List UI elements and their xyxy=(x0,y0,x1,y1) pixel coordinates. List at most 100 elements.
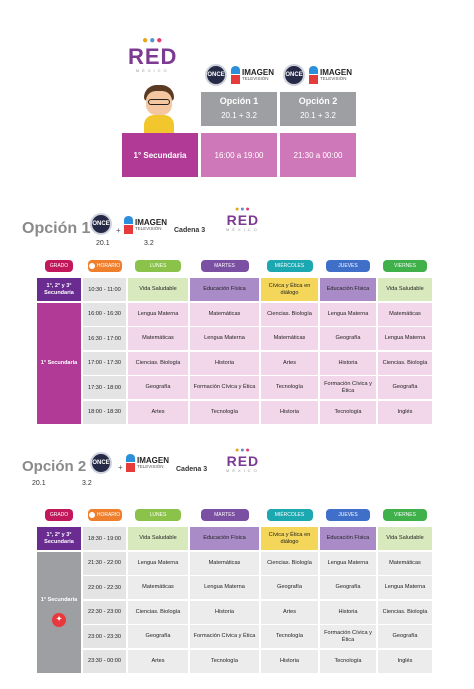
imagen-logo: IMAGEN TELEVISIÓN xyxy=(126,454,169,472)
option-1-time: 16:00 a 19:00 xyxy=(201,133,277,177)
column-header-label: JUEVES xyxy=(338,512,358,518)
red-logo-sub: MÉXICO xyxy=(226,468,260,473)
option-2-label: Opción 2 xyxy=(298,96,338,106)
subject-cell: Formación Cívica y Ética xyxy=(190,625,259,648)
section-1-logos: ONCE xyxy=(90,213,112,235)
subject-cell: Ciencias. Biología xyxy=(378,600,432,624)
column-header-horario: HORARIO xyxy=(87,509,122,521)
imagen-logo-line2: TELEVISIÓN xyxy=(242,75,269,81)
grade-block-cell: 1° Secundaria ✦ xyxy=(37,551,81,673)
once-logo: ONCE xyxy=(90,213,112,235)
time-cell: 17:00 - 17:30 xyxy=(83,351,126,375)
column-header-label: VIERNES xyxy=(394,263,416,269)
red-logo-dots: ●●● xyxy=(142,35,164,46)
once-logo: ONCE xyxy=(90,452,112,474)
subject-cell: Matemáticas xyxy=(190,551,259,575)
subject-cell: Historia xyxy=(190,600,259,624)
red-logo: ●●● RED MÉXICO xyxy=(128,35,178,74)
column-header-label: MARTES xyxy=(214,263,235,269)
time-cell: 22:00 - 22:30 xyxy=(83,576,126,599)
imagen-logo: IMAGEN TELEVISIÓN xyxy=(231,66,274,84)
time-cell: 21:30 - 22:00 xyxy=(83,551,126,575)
student-illustration xyxy=(138,85,180,133)
section-1-red-logo: ●●● RED MÉXICO xyxy=(226,206,260,232)
subject-cell: Ciencias. Biología xyxy=(261,551,318,575)
section-2-channel-a: 20.1 xyxy=(32,480,46,487)
clock-icon xyxy=(88,263,95,269)
subject-cell: Geografía xyxy=(320,327,376,350)
subject-cell: Geografía xyxy=(261,576,318,599)
subject-cell: Inglés xyxy=(378,649,432,673)
column-header-label: HORARIO xyxy=(96,263,121,269)
subject-cell: Ciencias. Biología xyxy=(128,351,188,375)
column-header-grado: GRADO xyxy=(45,260,73,272)
imagen-logo-line1: IMAGEN xyxy=(137,455,169,465)
subject-cell: Tecnología xyxy=(320,649,376,673)
red-logo-sub: MÉXICO xyxy=(226,227,260,232)
column-header-miercoles: MIÉRCOLES xyxy=(266,260,313,272)
subject-cell: Formación Cívica y Ética xyxy=(190,376,259,399)
subject-cell: Historia xyxy=(320,600,376,624)
column-header-martes: MARTES xyxy=(200,509,249,521)
group-time-cell: 18:30 - 19:00 xyxy=(83,527,126,550)
subject-cell: Matemáticas xyxy=(128,576,188,599)
time-cell: 17:30 - 18:00 xyxy=(83,376,126,399)
column-header-label: MIÉRCOLES xyxy=(274,512,305,518)
subject-cell: Matemáticas xyxy=(378,302,432,326)
subject-cell: Matemáticas xyxy=(378,551,432,575)
red-circle-icon: ✦ xyxy=(52,613,66,628)
column-header-label: JUEVES xyxy=(338,263,358,269)
section-2-channel-b: 3.2 xyxy=(82,480,92,487)
imagen-logo-line1: IMAGEN xyxy=(135,217,167,227)
subject-cell: Lengua Materna xyxy=(190,576,259,599)
subject-cell: Lengua Materna xyxy=(378,327,432,350)
column-header-grado: GRADO xyxy=(45,509,73,521)
column-header-label: GRADO xyxy=(49,263,69,269)
imagen-logo-line2: TELEVISIÓN xyxy=(135,225,162,231)
group-subject-cell: Educación Física xyxy=(320,527,376,550)
subject-cell: Ciencias. Biología xyxy=(128,600,188,624)
subject-cell: Tecnología xyxy=(190,400,259,424)
subject-cell: Lengua Materna xyxy=(320,302,376,326)
subject-cell: Lengua Materna xyxy=(190,327,259,350)
subject-cell: Historia xyxy=(261,400,318,424)
red-logo-sub: MÉXICO xyxy=(135,68,170,73)
red-logo-dots: ●●● xyxy=(235,447,251,454)
section-2-logos: ONCE xyxy=(90,452,112,474)
once-logo: ONCE xyxy=(283,64,305,86)
column-header-label: MIÉRCOLES xyxy=(274,263,305,269)
imagen-logo-line1: IMAGEN xyxy=(320,67,352,77)
column-header-jueves: JUEVES xyxy=(326,509,370,521)
grade-cell: 1° Secundaria xyxy=(122,133,198,177)
column-header-label: HORARIO xyxy=(96,512,121,518)
time-cell: 16:00 - 16:30 xyxy=(83,302,126,326)
option-1-header: Opción 1 20.1 + 3.2 xyxy=(201,92,277,126)
subject-cell: Artes xyxy=(261,351,318,375)
group-subject-cell: Vida Saludable xyxy=(378,527,432,550)
section-1-channel-a: 20.1 xyxy=(96,240,110,247)
column-header-lunes: LUNES xyxy=(135,509,181,521)
channel-logos-option-2: ONCE IMAGEN TELEVISIÓN xyxy=(283,64,352,86)
section-2-cadena: Cadena 3 xyxy=(176,466,208,473)
column-header-label: LUNES xyxy=(149,512,167,518)
channel-logos-option-1: ONCE IMAGEN TELEVISIÓN xyxy=(205,64,274,86)
subject-cell: Lengua Materna xyxy=(320,551,376,575)
subject-cell: Tecnología xyxy=(261,625,318,648)
imagen-logo-line1: IMAGEN xyxy=(242,67,274,77)
subject-cell: Matemáticas xyxy=(190,302,259,326)
grade-block-cell: 1° Secundaria xyxy=(37,302,81,424)
red-logo-word: RED xyxy=(128,44,178,69)
subject-cell: Geografía xyxy=(320,576,376,599)
column-header-martes: MARTES xyxy=(200,260,249,272)
section-1-cadena: Cadena 3 xyxy=(174,227,206,234)
red-logo-word: RED xyxy=(226,453,260,469)
imagen-mark-icon xyxy=(124,216,133,234)
subject-cell: Geografía xyxy=(378,625,432,648)
section-2-title: Opción 2 xyxy=(22,458,87,475)
group-subject-cell: Vida Saludable xyxy=(128,527,188,550)
time-cell: 23:30 - 00:00 xyxy=(83,649,126,673)
option-1-channels: 20.1 + 3.2 xyxy=(221,111,257,120)
subject-cell: Tecnología xyxy=(261,376,318,399)
subject-cell: Geografía xyxy=(378,376,432,399)
